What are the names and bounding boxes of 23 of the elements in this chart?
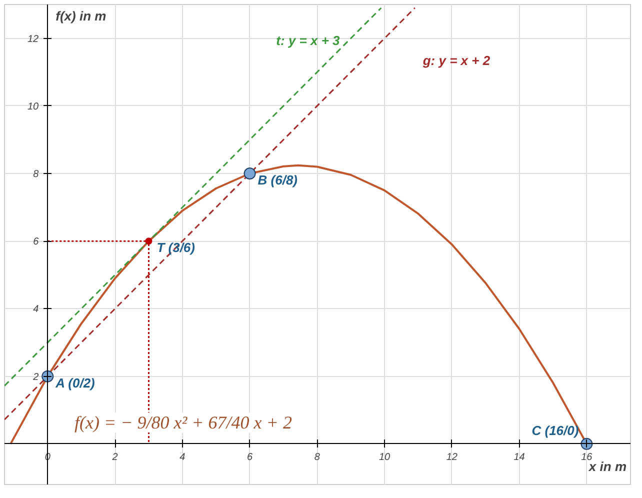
x-tick-label: 8 <box>314 452 320 463</box>
x-tick-label: 4 <box>180 452 186 463</box>
x-tick-label: 2 <box>111 452 118 463</box>
y-tick-label: 10 <box>28 101 40 112</box>
y-tick-label: 2 <box>32 372 40 383</box>
x-tick-label: 12 <box>446 452 458 463</box>
x-tick-label: 10 <box>378 452 391 463</box>
x-tick-label: 14 <box>514 452 526 463</box>
x-tick-label: 6 <box>247 452 253 463</box>
y-tick-label: 6 <box>33 236 40 248</box>
annotation: g: y = x + 2 <box>422 52 491 68</box>
y-tick-label: 12 <box>28 34 40 45</box>
point <box>145 238 152 245</box>
y-axis-title: f(x) in m <box>56 8 107 24</box>
annotation: B (6/8) <box>258 172 298 188</box>
point <box>244 168 256 180</box>
annotation: T (3/6) <box>156 240 195 256</box>
annotation: C (16/0) <box>532 422 579 438</box>
y-tick-label: 8 <box>33 169 40 180</box>
annotation: A (0/2) <box>54 375 95 390</box>
annotation: t: y = x + 3 <box>276 32 341 48</box>
y-tick-label: 4 <box>33 304 40 316</box>
annotation: f(x) = − 9/80 x² + 67/40 x + 2 <box>74 412 292 432</box>
